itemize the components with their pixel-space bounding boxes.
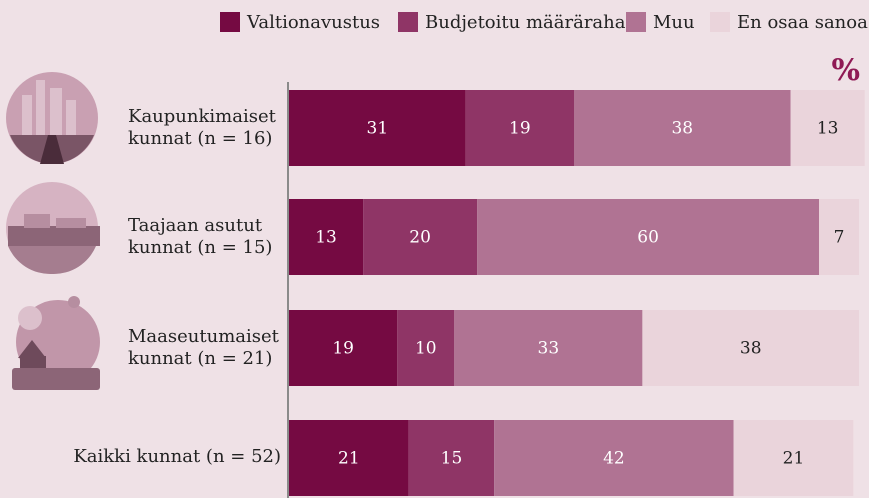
bar-segment: [477, 199, 820, 275]
legend-label: Valtionavustus: [246, 12, 380, 33]
legend-swatch: [710, 12, 730, 32]
legend-swatch: [220, 12, 240, 32]
value-label: 38: [671, 119, 693, 139]
icon-town: [6, 182, 100, 275]
bar-segment: [494, 420, 734, 496]
bar-segment: [397, 310, 455, 386]
unit-label: %: [831, 53, 860, 88]
value-label: 15: [441, 449, 463, 469]
value-label: 19: [509, 119, 531, 139]
value-label: 20: [409, 228, 431, 248]
bar-segment: [642, 310, 859, 386]
bar-segment: [790, 90, 865, 166]
category-label: Maaseutumaiset kunnat (n = 21): [128, 326, 279, 369]
value-label: 21: [783, 449, 805, 469]
bar-segment: [408, 420, 495, 496]
value-label: 13: [315, 228, 337, 248]
value-label: 60: [637, 228, 659, 248]
bar-segment: [733, 420, 854, 496]
bar-segment: [289, 420, 409, 496]
icon-city: [6, 72, 98, 164]
bar-segment: [289, 199, 364, 275]
value-label: 21: [338, 449, 360, 469]
category-label: Kaupunkimaiset kunnat (n = 16): [128, 106, 276, 149]
value-label: 38: [740, 339, 762, 359]
bar-segment: [819, 199, 859, 275]
legend-swatch: [626, 12, 646, 32]
legend-swatch: [398, 12, 418, 32]
legend-label: En osaa sanoa: [737, 12, 868, 33]
legend-label: Budjetoitu määräraha: [425, 12, 626, 33]
bar-segment: [289, 90, 466, 166]
icon-rural: [12, 296, 100, 390]
value-label: 42: [603, 449, 625, 469]
category-label: Kaikki kunnat (n = 52): [73, 446, 281, 467]
value-label: 13: [817, 119, 839, 139]
value-label: 19: [332, 339, 354, 359]
bar-segment: [574, 90, 791, 166]
value-label: 10: [415, 339, 437, 359]
value-label: 31: [367, 119, 389, 139]
bar-segment: [363, 199, 478, 275]
bar-segment: [454, 310, 643, 386]
bar-segment: [465, 90, 574, 166]
category-label: Taajaan asutut kunnat (n = 15): [128, 215, 273, 258]
value-label: 7: [834, 228, 845, 248]
bar-segment: [289, 310, 398, 386]
legend-label: Muu: [653, 12, 695, 33]
value-label: 33: [538, 339, 560, 359]
